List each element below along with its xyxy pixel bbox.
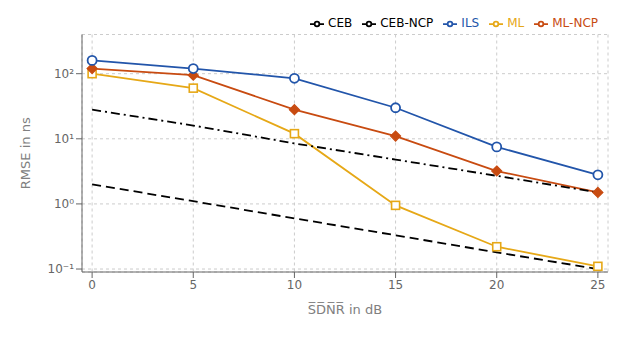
svg-text:10⁻¹: 10⁻¹	[48, 262, 75, 276]
html-text:CEB-NCP: CEB-NCP	[380, 16, 434, 30]
svg-text:0: 0	[88, 278, 96, 292]
svg-text:10²: 10²	[54, 67, 74, 81]
html-text:ML-NCP: ML-NCP	[552, 16, 598, 30]
svg-text:15: 15	[388, 278, 403, 292]
svg-text:20: 20	[489, 278, 504, 292]
svg-text:10⁰: 10⁰	[54, 197, 74, 211]
svg-text:10: 10	[287, 278, 302, 292]
svg-text:S̅D̅N̅R̅ in dB: S̅D̅N̅R̅ in dB	[308, 302, 382, 317]
svg-text:RMSE in ns: RMSE in ns	[18, 117, 33, 189]
html-text:ML: ML	[507, 16, 525, 30]
html-text:ILS: ILS	[461, 16, 480, 30]
svg-text:25: 25	[590, 278, 605, 292]
html-text:CEB: CEB	[328, 16, 353, 30]
svg-text:5: 5	[189, 278, 197, 292]
svg-text:10¹: 10¹	[54, 132, 74, 146]
